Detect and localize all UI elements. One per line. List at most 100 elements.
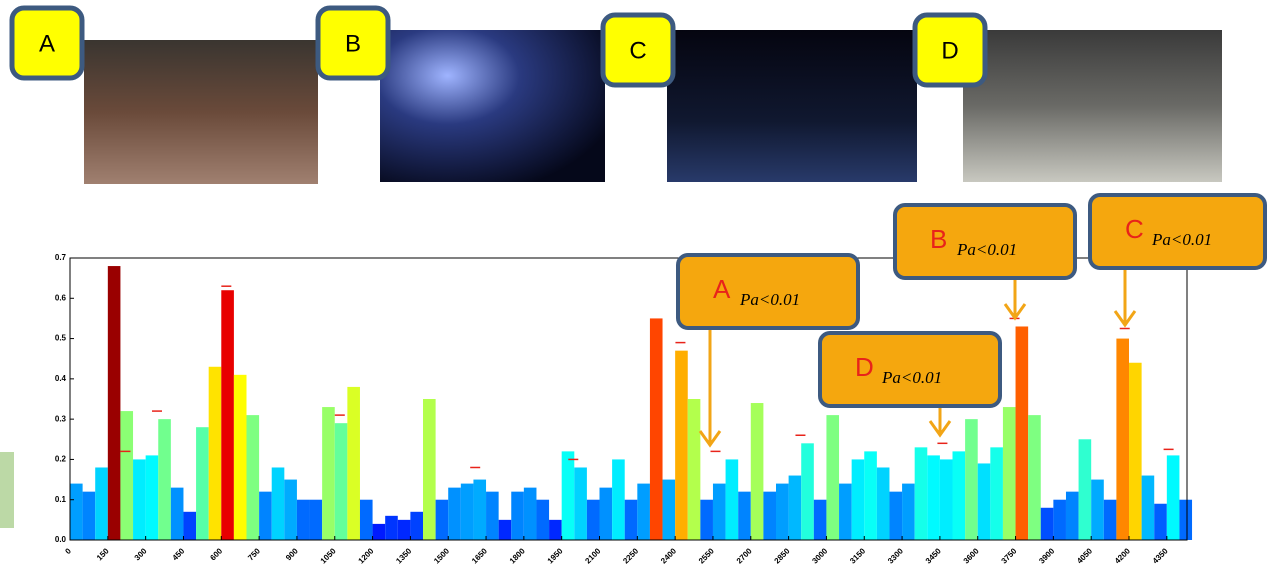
bar — [523, 487, 537, 540]
bar — [738, 491, 751, 540]
bar — [675, 350, 688, 540]
bar — [359, 499, 373, 540]
bar — [221, 290, 234, 540]
bar — [70, 483, 83, 540]
bar — [914, 447, 928, 540]
bar — [1002, 407, 1016, 540]
x-tick-label: 450 — [171, 546, 187, 562]
x-tick-label: 2550 — [697, 546, 716, 564]
bar — [473, 479, 487, 540]
bar — [448, 487, 461, 540]
y-tick-label: 0.5 — [55, 334, 67, 343]
bar — [965, 419, 978, 540]
x-tick-label: 3300 — [886, 546, 905, 564]
x-tick-label: 1950 — [546, 546, 565, 564]
y-tick-label: 0.2 — [55, 455, 67, 464]
bar — [1141, 475, 1155, 540]
bar — [107, 266, 121, 540]
edge-fragment — [0, 452, 14, 528]
bar — [826, 415, 840, 540]
bar — [801, 443, 814, 540]
x-tick-label: 0 — [63, 546, 73, 556]
bar — [1179, 499, 1193, 540]
callout-text: Pa<0.01 — [881, 368, 942, 387]
panel-label: C — [629, 37, 646, 64]
bar — [82, 491, 96, 540]
bar — [813, 499, 827, 540]
bar — [927, 455, 940, 540]
x-tick-label: 1800 — [508, 546, 527, 564]
bar — [851, 459, 865, 540]
bar — [271, 467, 285, 540]
y-tick-label: 0.1 — [55, 495, 67, 504]
bar — [687, 399, 701, 540]
x-tick-label: 4350 — [1151, 546, 1170, 564]
callout-box — [676, 253, 860, 330]
bar — [574, 467, 587, 540]
x-tick-label: 3600 — [962, 546, 981, 564]
x-tick-label: 1650 — [470, 546, 489, 564]
bar — [498, 519, 512, 540]
bar — [322, 407, 335, 540]
x-tick-label: 1350 — [394, 546, 413, 564]
bar — [776, 483, 789, 540]
callout-box — [818, 331, 1002, 408]
bar — [486, 491, 499, 540]
bar — [196, 427, 209, 540]
bar — [1129, 362, 1142, 540]
bar — [725, 459, 739, 540]
bar — [649, 318, 663, 540]
x-tick-label: 4050 — [1075, 546, 1094, 564]
bar — [284, 479, 297, 540]
photo — [380, 30, 605, 182]
bar — [712, 483, 726, 540]
bar — [1166, 455, 1180, 540]
bar — [1078, 439, 1092, 540]
x-tick-label: 2250 — [621, 546, 640, 564]
callout-text: Pa<0.01 — [1151, 230, 1212, 249]
bar — [889, 491, 903, 540]
bar — [1065, 491, 1079, 540]
bar — [939, 459, 953, 540]
bar — [435, 499, 449, 540]
callout-letter: C — [1125, 214, 1144, 244]
x-tick-label: 900 — [284, 546, 300, 562]
bar — [410, 511, 424, 540]
bar — [624, 499, 638, 540]
bar — [536, 499, 550, 540]
bar — [1091, 479, 1104, 540]
x-tick-label: 3000 — [810, 546, 829, 564]
annotations: A Pa<0.01 B Pa<0.01 C Pa<0.01 D Pa<0.01 — [676, 193, 1267, 448]
x-tick-label: 1200 — [357, 546, 376, 564]
x-tick-label: 1500 — [432, 546, 451, 564]
bar — [95, 467, 108, 540]
chart: 0.0 0.1 0.2 0.3 0.4 0.5 0.6 0.7 0 150 300 450 600 750… — [55, 253, 1193, 565]
y-tick-label: 0.3 — [55, 414, 67, 423]
bar — [385, 515, 398, 540]
bar — [612, 459, 625, 540]
arrow-head — [1113, 310, 1137, 328]
bar — [259, 491, 272, 540]
x-tick-label: 750 — [246, 546, 262, 562]
y-tick-label: 0.7 — [55, 253, 67, 262]
panel-label-box — [9, 5, 85, 81]
photo — [667, 30, 917, 182]
x-tick-label: 150 — [95, 546, 111, 562]
bar — [1154, 503, 1167, 540]
x-tick-label: 1050 — [319, 546, 338, 564]
arrow-head — [928, 420, 952, 438]
bar — [1053, 499, 1066, 540]
x-tick-label: 2700 — [735, 546, 754, 564]
bar — [1040, 507, 1054, 540]
panel-label-box — [912, 12, 988, 88]
bar — [876, 467, 890, 540]
bar — [902, 483, 915, 540]
y-tick-label: 0.6 — [55, 293, 67, 302]
bar — [586, 499, 600, 540]
bar — [1116, 338, 1130, 540]
x-tick-label: 600 — [208, 546, 224, 562]
bar — [1028, 415, 1041, 540]
panel-labels: A B C D — [9, 5, 988, 88]
